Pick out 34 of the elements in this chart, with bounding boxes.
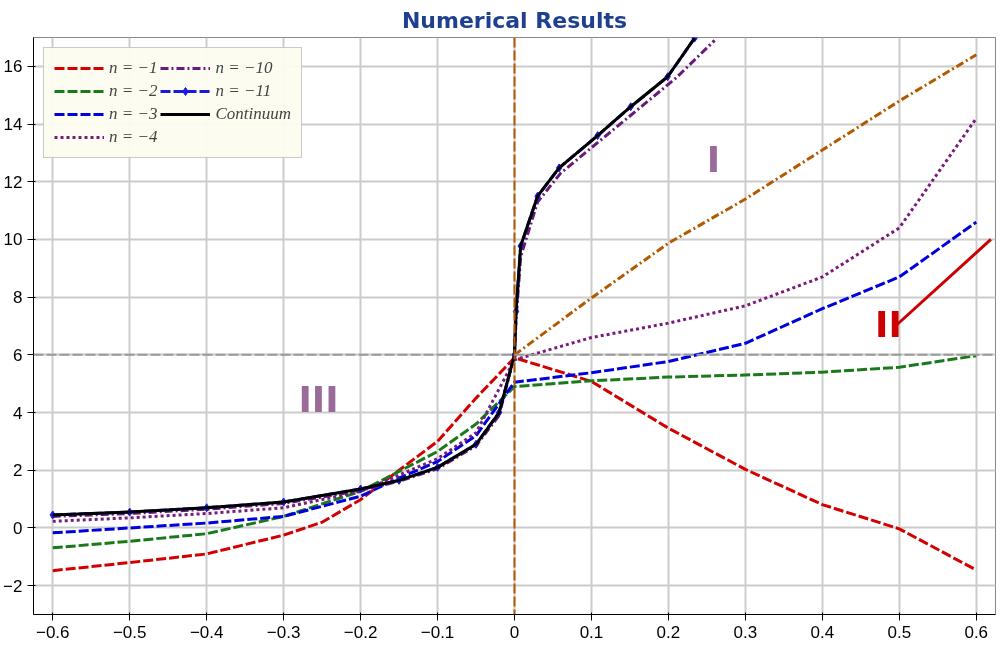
y-tick-label: 6	[13, 345, 23, 365]
chart-title: Numerical Results	[401, 7, 628, 33]
annotation: II	[875, 304, 902, 345]
annotation: I	[706, 139, 721, 180]
legend-label: n = −1	[109, 58, 158, 78]
x-tick-label: −0.5	[112, 622, 147, 642]
x-tick-label: −0.1	[420, 622, 455, 642]
x-tick-label: −0.3	[266, 622, 301, 642]
annotation: III	[298, 379, 339, 420]
legend-label: n = −10	[215, 58, 273, 78]
x-tick-label: 0.4	[810, 622, 835, 642]
y-tick-label: 14	[3, 115, 23, 135]
legend-label: n = −2	[109, 81, 158, 101]
legend-label: n = −4	[109, 127, 158, 147]
y-tick-label: 4	[13, 403, 23, 423]
x-tick-label: 0	[509, 622, 520, 642]
x-tick-label: 0.2	[656, 622, 681, 642]
x-tick-label: 0.1	[579, 622, 604, 642]
x-tick-label: −0.6	[35, 622, 70, 642]
x-tick-label: −0.4	[189, 622, 224, 642]
legend-label: n = −3	[109, 104, 158, 124]
y-tick-label: 0	[13, 518, 23, 538]
y-tick-label: 10	[3, 230, 23, 250]
x-tick-label: 0.6	[964, 622, 989, 642]
x-tick-label: −0.2	[343, 622, 378, 642]
x-tick-label: 0.3	[733, 622, 758, 642]
legend-label: n = −11	[215, 81, 272, 101]
y-tick-label: 2	[13, 461, 23, 481]
y-tick-label: −2	[3, 576, 23, 596]
y-tick-label: 8	[13, 288, 23, 308]
legend-label: Continuum	[215, 104, 292, 124]
y-tick-label: 12	[3, 172, 23, 192]
y-tick-label: 16	[3, 57, 23, 77]
x-tick-label: 0.5	[887, 622, 912, 642]
